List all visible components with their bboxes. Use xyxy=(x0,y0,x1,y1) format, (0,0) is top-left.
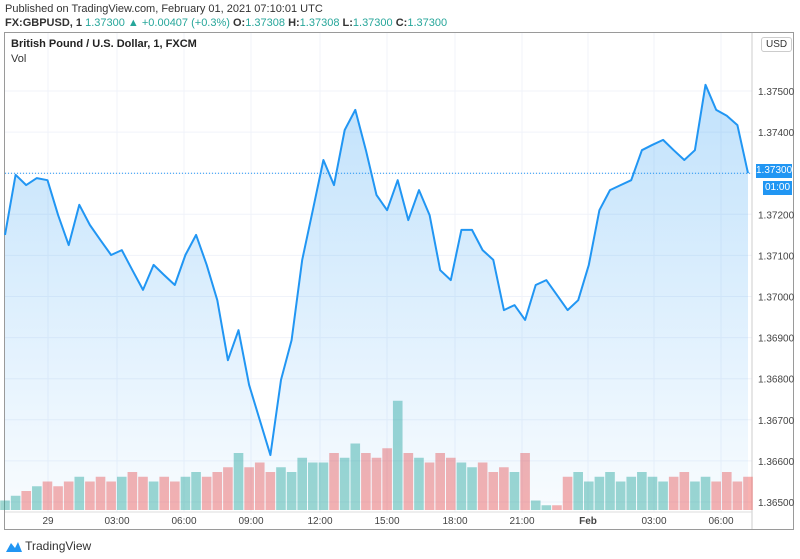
y-tick-label: 1.37400 xyxy=(758,128,795,139)
x-tick-label: 12:00 xyxy=(307,516,332,527)
countdown-label: 01:00 xyxy=(763,181,792,195)
x-tick-label: 15:00 xyxy=(374,516,399,527)
change: +0.00407 (+0.3%) xyxy=(141,17,230,29)
x-tick-label: 29 xyxy=(42,516,54,527)
low-label: L: xyxy=(342,17,353,29)
brand-name: TradingView xyxy=(25,539,92,553)
high-label: H: xyxy=(288,17,300,29)
y-tick-label: 1.37000 xyxy=(758,293,795,304)
y-tick-label: 1.36900 xyxy=(758,334,795,345)
y-tick-label: 1.36800 xyxy=(758,375,795,386)
x-tick-label: 06:00 xyxy=(708,516,733,527)
x-tick-label: 03:00 xyxy=(641,516,666,527)
price-area-fill xyxy=(5,84,748,511)
x-tick-label: 18:00 xyxy=(442,516,467,527)
last-price: 1.37300 xyxy=(85,17,125,29)
open-label: O: xyxy=(233,17,246,29)
x-tick-label: 21:00 xyxy=(509,516,534,527)
x-tick-label: Feb xyxy=(579,516,597,527)
close-value: 1.37300 xyxy=(407,17,448,29)
price-line xyxy=(4,83,749,457)
tradingview-logo-icon xyxy=(6,542,22,552)
symbol: FX:GBPUSD, 1 xyxy=(5,17,83,29)
open-value: 1.37308 xyxy=(245,17,285,29)
x-tick-label: 03:00 xyxy=(104,516,129,527)
close-label: C: xyxy=(395,17,408,29)
legend-title: British Pound / U.S. Dollar, 1, FXCM xyxy=(11,38,197,50)
low-value: 1.37300 xyxy=(352,17,393,29)
last-price-label: 1.37300 xyxy=(756,164,793,178)
y-tick-label: 1.36700 xyxy=(758,416,795,427)
currency-badge[interactable]: USD xyxy=(761,37,793,52)
y-tick-label: 1.36500 xyxy=(758,498,795,509)
chart-frame[interactable] xyxy=(4,32,794,530)
y-tick-label: 1.37100 xyxy=(758,251,795,262)
y-tick-label: 1.37200 xyxy=(758,210,795,221)
y-tick-label: 1.36600 xyxy=(758,457,795,468)
high-value: 1.37308 xyxy=(299,17,340,29)
published-caption: Published on TradingView.com, February 0… xyxy=(5,3,323,15)
x-tick-label: 09:00 xyxy=(238,516,263,527)
up-arrow-icon: ▲ xyxy=(127,17,139,29)
tradingview-logo[interactable]: TradingView xyxy=(6,539,91,553)
x-tick-label: 06:00 xyxy=(171,516,196,527)
legend-vol: Vol xyxy=(11,53,27,65)
symbol-header: FX:GBPUSD, 1 1.37300 ▲ +0.00407 (+0.3%) … xyxy=(5,17,447,29)
y-tick-label: 1.37500 xyxy=(758,87,795,98)
